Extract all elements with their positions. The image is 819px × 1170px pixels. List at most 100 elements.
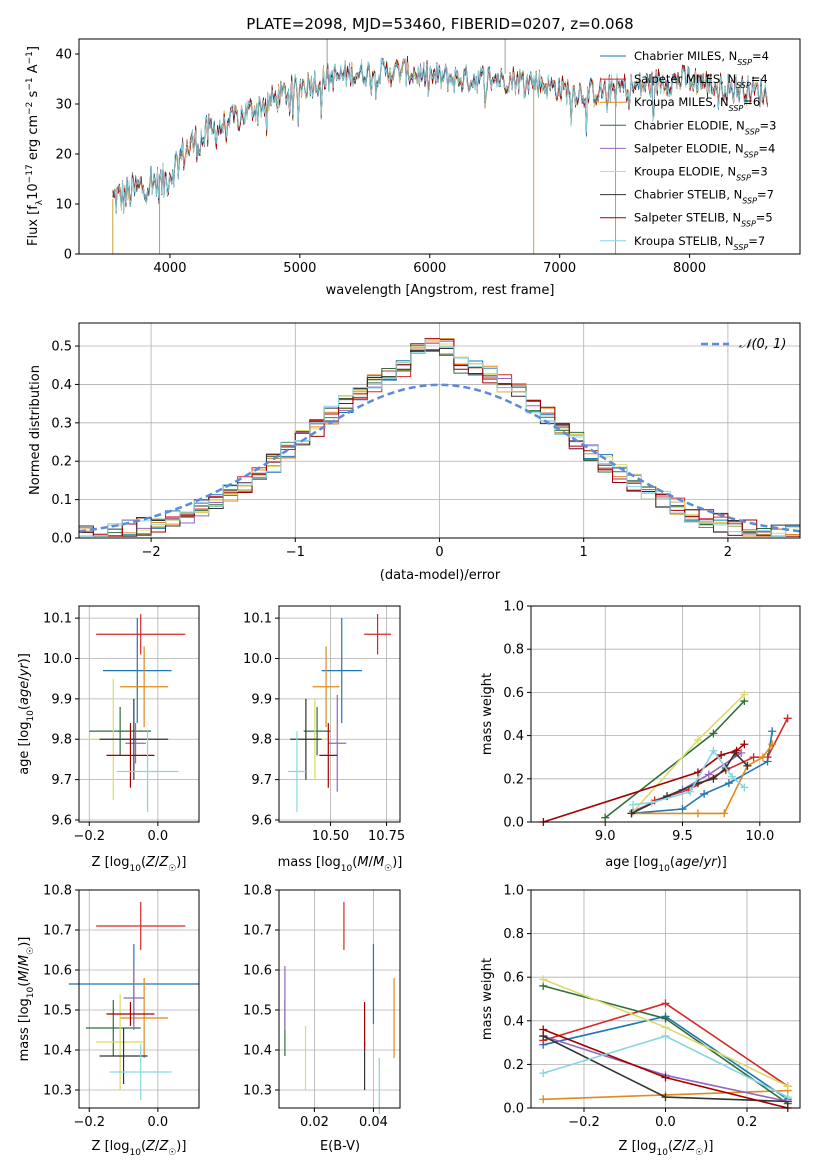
y-tick-label: 10.5 [243,1004,272,1019]
x-axis-label: E(B-V) [320,1139,360,1154]
x-tick-label: 0 [435,545,443,560]
x-tick-label: 8000 [673,261,706,276]
weight-point-marker [539,1095,548,1104]
y-tick-label: 1.0 [503,600,524,615]
y-tick-label: 10.8 [243,884,272,899]
y-axis-label: mass [log10(M/M☉)] [17,937,36,1062]
x-axis-label: Z [log10(Z/Z☉)] [92,855,187,874]
y-tick-label: 0.8 [503,643,524,658]
y-tick-label: 0.2 [51,455,72,470]
y-tick-label: 20 [55,148,72,163]
y-tick-label: 10.4 [243,1044,272,1059]
y-tick-label: 9.6 [251,813,272,828]
x-tick-label: 0.0 [655,1115,676,1130]
y-tick-label: 9.8 [251,733,272,748]
legend-label: Chabrier ELODIE, NSSP=3 [634,118,776,136]
weight-point-marker [629,800,638,809]
y-axis-label: Flux [fλ10−17 erg cm−2 s−1 A−1] [25,46,45,246]
weight-point-marker [768,740,777,749]
weight-vs-age-panel: 9.0 9.5 10.0 0.0 0.2 0.4 0.6 0.8 1.0 age [log10(… [480,600,801,874]
y-axis-label: mass weight [480,958,495,1040]
y-tick-label: 10.3 [243,1084,272,1099]
y-tick-label: 10.0 [43,652,72,667]
weight-point-marker [647,798,656,807]
x-axis-label: Z [log10(Z/Z☉)] [619,1139,714,1158]
x-tick-label: −0.2 [73,1115,105,1130]
x-tick-label: 10.0 [745,829,774,844]
weight-point-marker [693,809,702,818]
y-tick-label: 10.8 [43,884,72,899]
legend-label: Kroupa MILES, NSSP=6 [634,95,760,113]
legend-label: Salpeter MILES, NSSP=4 [634,72,768,90]
y-tick-label: 10.7 [43,924,72,939]
x-tick-label: 5000 [283,261,316,276]
plot-frame [278,605,401,823]
plot-frame [278,889,401,1109]
residuals-panel: −2 −1 0 1 2 0.0 0.1 0.2 0.3 0.4 0.5 (data-model)/e… [28,322,801,583]
x-tick-label: 0.0 [148,1115,169,1130]
weight-vs-metallicity-panel: −0.2 0.0 0.2 0.0 0.2 0.4 0.6 0.8 1.0 Z [log10(Z/… [480,884,801,1158]
legend-label: Chabrier STELIB, NSSP=7 [634,188,774,206]
legend-gaussian-label: 𝒩(0, 1) [739,337,786,352]
x-tick-label: 9.5 [672,829,693,844]
y-tick-label: 0.2 [503,772,524,787]
x-tick-label: 10.50 [312,829,349,844]
weight-point-marker [720,809,729,818]
weight-point-marker [661,1073,670,1082]
weight-point-marker [678,805,687,814]
y-tick-label: 1.0 [503,884,524,899]
weight-point-marker [601,813,610,822]
plot-frame [530,889,801,1109]
histogram-series [79,339,800,537]
chart-title: PLATE=2098, MJD=53460, FIBERID=0207, z=0… [246,15,633,33]
x-tick-label: 0.02 [300,1115,329,1130]
weight-point-marker [783,1093,792,1102]
x-tick-label: −2 [142,545,161,560]
y-tick-label: 9.7 [51,773,72,788]
weight-point-marker [539,975,548,984]
x-tick-label: 1 [580,545,588,560]
weight-point-marker [783,1082,792,1091]
x-tick-label: 4000 [153,261,186,276]
weight-point-marker [661,1023,670,1032]
y-tick-label: 0.4 [503,729,524,744]
y-tick-label: 0.0 [503,816,524,831]
x-tick-label: 2 [724,545,732,560]
weight-point-marker [717,751,726,760]
x-axis-label: wavelength [Angstrom, rest frame] [326,283,555,298]
weight-point-marker [539,1025,548,1034]
y-tick-label: 30 [55,98,72,113]
x-tick-label: 0.0 [148,829,169,844]
y-axis-label: Normed distribution [28,365,43,495]
legend: Chabrier MILES, NSSP=4 Salpeter MILES, NS… [600,49,776,251]
y-tick-label: 10.6 [243,964,272,979]
x-tick-label: −0.2 [73,829,105,844]
weight-point-marker [539,1069,548,1078]
weight-point-marker [661,1093,670,1102]
y-tick-label: 40 [55,48,72,63]
weight-point-marker [740,783,749,792]
x-tick-label: −0.2 [568,1115,600,1130]
weight-point-marker [709,729,718,738]
y-tick-label: 9.6 [51,813,72,828]
weight-point-marker [724,779,733,788]
weight-point-marker [661,1014,670,1023]
weight-point-marker [709,774,718,783]
legend-label: Chabrier MILES, NSSP=4 [634,49,769,67]
weight-point-marker [758,753,767,762]
x-tick-label: 0.04 [359,1115,388,1130]
legend-label: Salpeter STELIB, NSSP=5 [634,211,773,229]
y-tick-label: 10.0 [243,652,272,667]
x-tick-label: 9.0 [595,829,616,844]
y-tick-label: 0.0 [503,1102,524,1117]
y-tick-label: 9.9 [51,692,72,707]
weight-point-marker [661,999,670,1008]
y-tick-label: 0.3 [51,416,72,431]
weight-point-marker [627,809,636,818]
y-tick-label: 10.1 [43,612,72,627]
x-axis-label: (data-model)/error [380,568,501,583]
weight-point-marker [740,690,749,699]
y-tick-label: 0.8 [503,927,524,942]
legend-label: Salpeter ELODIE, NSSP=4 [634,141,775,159]
plot-frame [78,38,801,255]
